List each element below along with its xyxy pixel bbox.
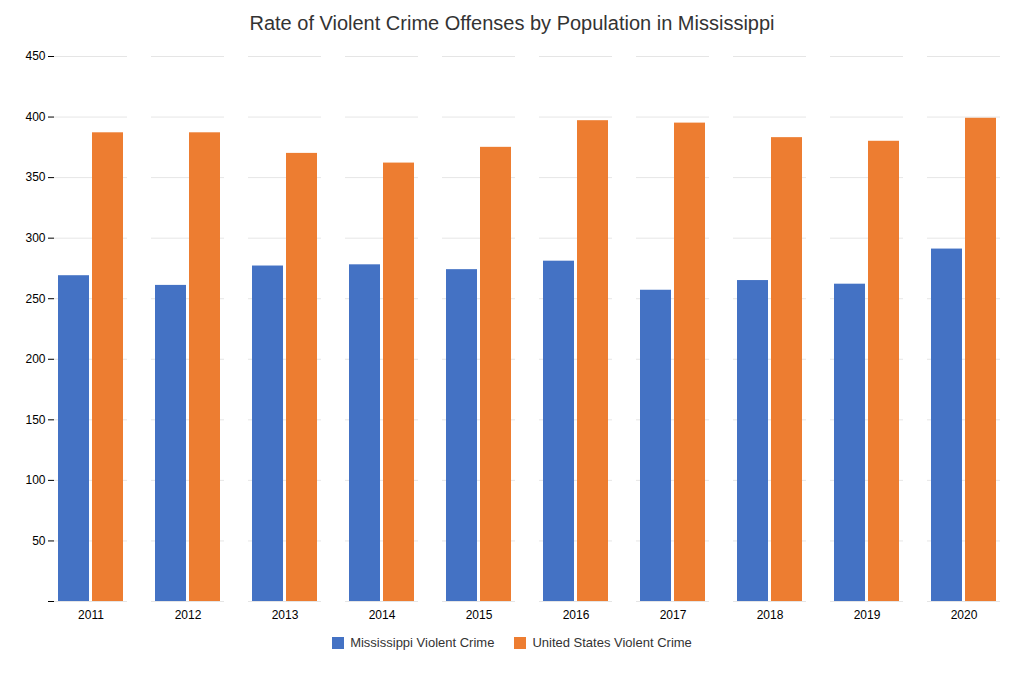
svg-text:2019: 2019 [854, 608, 881, 622]
svg-text:2014: 2014 [369, 608, 396, 622]
svg-text:250: 250 [25, 292, 45, 306]
html-text:Rate of Violent Crime Offenses: Rate of Violent Crime Offenses by Popula… [249, 12, 775, 34]
svg-text:200: 200 [25, 352, 45, 366]
svg-text:2012: 2012 [175, 608, 202, 622]
svg-text:350: 350 [25, 170, 45, 184]
svg-text:2016: 2016 [563, 608, 590, 622]
html-text:Mississippi Violent Crime: Mississippi Violent Crime [350, 635, 495, 650]
svg-text:50: 50 [32, 534, 46, 548]
svg-text:2020: 2020 [951, 608, 978, 622]
svg-text:2017: 2017 [660, 608, 687, 622]
svg-text:2011: 2011 [78, 608, 104, 622]
svg-text:150: 150 [25, 413, 45, 427]
svg-text:100: 100 [25, 473, 45, 487]
svg-text:2015: 2015 [466, 608, 493, 622]
svg-text:300: 300 [25, 231, 45, 245]
svg-text:400: 400 [25, 110, 45, 124]
svg-text:2013: 2013 [272, 608, 299, 622]
svg-text:450: 450 [25, 49, 45, 63]
html-text:United States Violent Crime: United States Violent Crime [532, 635, 692, 650]
svg-text:2018: 2018 [757, 608, 784, 622]
